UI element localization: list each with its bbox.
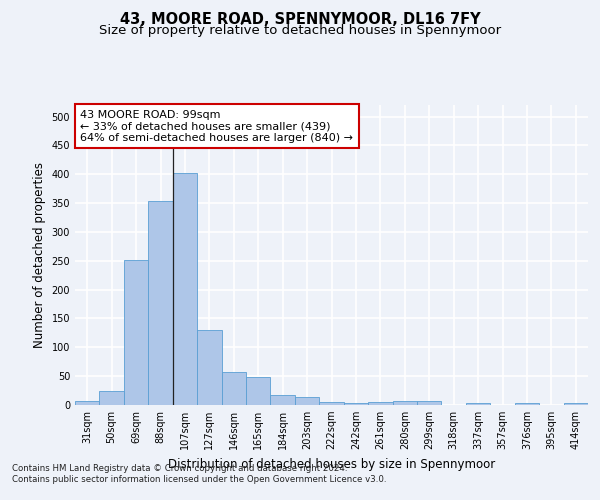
Bar xyxy=(271,394,295,405)
Bar xyxy=(515,404,539,405)
Text: Contains HM Land Registry data © Crown copyright and database right 2024.: Contains HM Land Registry data © Crown c… xyxy=(12,464,347,473)
Bar xyxy=(563,404,588,405)
Bar xyxy=(368,402,392,405)
Bar xyxy=(392,401,417,405)
Bar xyxy=(466,404,490,405)
X-axis label: Distribution of detached houses by size in Spennymoor: Distribution of detached houses by size … xyxy=(168,458,495,470)
Text: Size of property relative to detached houses in Spennymoor: Size of property relative to detached ho… xyxy=(99,24,501,37)
Text: 43 MOORE ROAD: 99sqm
← 33% of detached houses are smaller (439)
64% of semi-deta: 43 MOORE ROAD: 99sqm ← 33% of detached h… xyxy=(80,110,353,142)
Bar xyxy=(246,376,271,405)
Bar xyxy=(221,372,246,405)
Bar xyxy=(100,391,124,405)
Bar xyxy=(173,173,197,405)
Bar xyxy=(295,397,319,405)
Text: Contains public sector information licensed under the Open Government Licence v3: Contains public sector information licen… xyxy=(12,475,386,484)
Bar xyxy=(148,201,173,405)
Bar xyxy=(197,330,221,405)
Bar xyxy=(417,401,442,405)
Y-axis label: Number of detached properties: Number of detached properties xyxy=(33,162,46,348)
Text: 43, MOORE ROAD, SPENNYMOOR, DL16 7FY: 43, MOORE ROAD, SPENNYMOOR, DL16 7FY xyxy=(119,12,481,28)
Bar xyxy=(319,402,344,405)
Bar xyxy=(124,260,148,405)
Bar xyxy=(344,404,368,405)
Bar xyxy=(75,401,100,405)
